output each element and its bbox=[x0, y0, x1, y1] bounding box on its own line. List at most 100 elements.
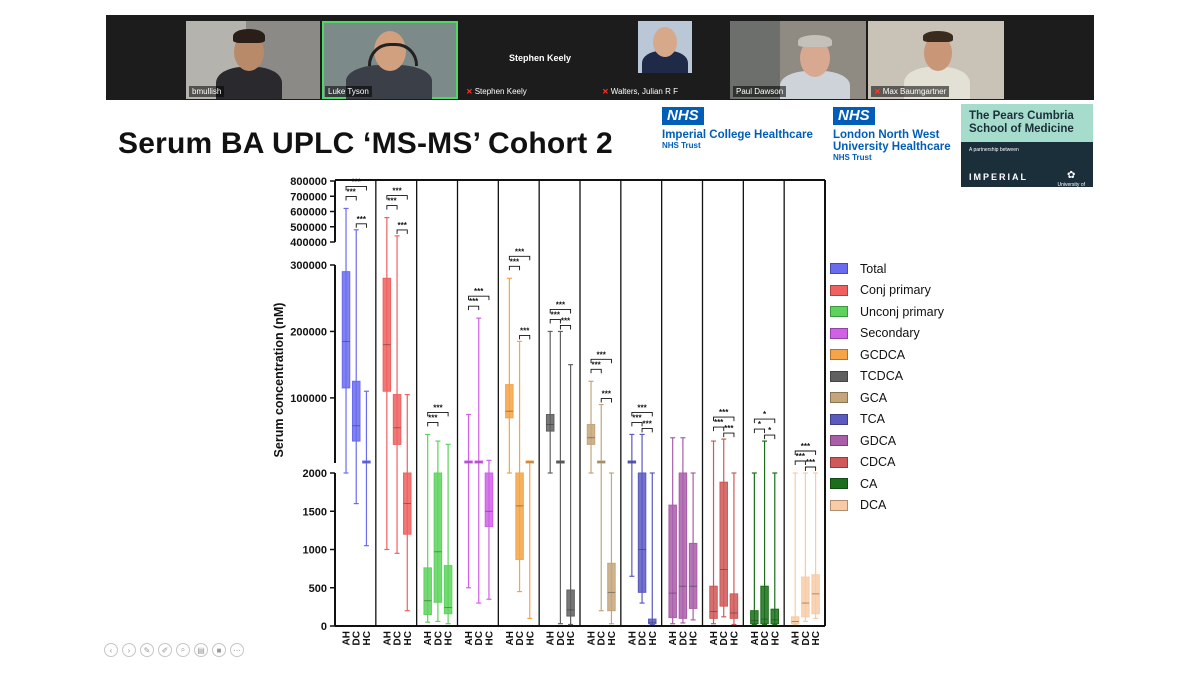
significance-bracket: *** bbox=[427, 403, 449, 417]
bracket-line bbox=[794, 460, 806, 465]
bracket-line bbox=[468, 305, 480, 311]
x-tick-label: AH bbox=[709, 631, 720, 645]
logo-line: University Healthcare bbox=[833, 141, 951, 153]
participant-tile-bmullish[interactable]: bmullish bbox=[186, 21, 320, 99]
legend-swatch bbox=[830, 349, 848, 361]
participant-name: bmullish bbox=[189, 86, 225, 97]
box-rect bbox=[801, 576, 810, 618]
y-tick-label: 600000 bbox=[290, 207, 327, 219]
significance-label: *** bbox=[474, 287, 484, 296]
box-total-dc bbox=[351, 229, 361, 505]
y-tick-label: 500000 bbox=[290, 222, 327, 234]
significance-label: *** bbox=[591, 360, 601, 369]
significance-label: *** bbox=[469, 297, 479, 306]
highlighter-icon[interactable]: ✐ bbox=[158, 643, 172, 657]
significance-label: *** bbox=[551, 310, 561, 319]
significance-label: *** bbox=[346, 187, 356, 196]
box-ca-dc bbox=[760, 440, 769, 626]
box-rect bbox=[545, 413, 555, 432]
significance-label: *** bbox=[796, 452, 806, 461]
legend-item-gcdca: GCDCA bbox=[830, 344, 944, 366]
pears-title-line: School of Medicine bbox=[969, 123, 1074, 135]
lnw-nhs-logo: NHS London North West University Healthc… bbox=[833, 107, 951, 163]
significance-bracket: * bbox=[753, 410, 776, 424]
logo-line: London North West bbox=[833, 129, 940, 141]
significance-bracket: *** bbox=[468, 287, 490, 301]
box-rect bbox=[637, 472, 647, 593]
bracket-line bbox=[794, 450, 817, 455]
participant-tile-walters[interactable]: ⨯ Walters, Julian R F bbox=[596, 21, 716, 99]
bracket-line bbox=[713, 416, 735, 422]
logo-trust: NHS Trust bbox=[662, 141, 701, 150]
bracket-line bbox=[355, 223, 367, 228]
x-tick-label: HC bbox=[484, 631, 495, 645]
legend-swatch bbox=[830, 284, 848, 296]
x-tick-label: DC bbox=[638, 631, 649, 645]
significance-label: *** bbox=[642, 419, 652, 428]
more-icon[interactable]: ⋯ bbox=[230, 643, 244, 657]
pen-icon[interactable]: ✎ bbox=[140, 643, 154, 657]
participant-tile-stephen-keely[interactable]: Stephen Keely ⨯ Stephen Keely bbox=[460, 21, 620, 99]
significance-bracket: *** bbox=[590, 360, 602, 374]
box-rect bbox=[341, 271, 351, 389]
box-ca-ah bbox=[750, 472, 759, 626]
x-tick-label: DC bbox=[393, 631, 404, 645]
significance-bracket: *** bbox=[600, 390, 612, 403]
zoom-icon[interactable]: ⌕ bbox=[176, 643, 190, 657]
bracket-line bbox=[427, 421, 439, 427]
significance-bracket: *** bbox=[723, 424, 734, 438]
slides-icon[interactable]: ▤ bbox=[194, 643, 208, 657]
significance-label: *** bbox=[433, 403, 443, 412]
x-tick-label: AH bbox=[587, 631, 598, 645]
bracket-line bbox=[753, 418, 776, 424]
participant-strip: bmullish Luke Tyson Stephen Keely ⨯ Steph… bbox=[106, 15, 1094, 100]
participant-tile-max-baumgartner[interactable]: ⨯ Max Baumgartner bbox=[868, 21, 1004, 99]
x-tick-label: HC bbox=[689, 631, 700, 645]
x-tick-label: AH bbox=[791, 631, 802, 645]
bracket-line bbox=[386, 205, 398, 210]
legend-item-secondary: Secondary bbox=[830, 323, 944, 345]
camera-icon[interactable]: ■ bbox=[212, 643, 226, 657]
significance-label: *** bbox=[352, 177, 362, 186]
bracket-line bbox=[345, 186, 367, 191]
box-rect bbox=[505, 384, 514, 419]
significance-label: *** bbox=[428, 413, 438, 422]
nav-forward-icon[interactable]: › bbox=[122, 643, 136, 657]
pears-title: The Pears Cumbria School of Medicine bbox=[961, 104, 1093, 142]
legend-swatch bbox=[830, 499, 848, 511]
x-tick-label: DC bbox=[719, 631, 730, 645]
participant-name: ⨯ Stephen Keely bbox=[466, 87, 527, 96]
box-dca-hc bbox=[811, 472, 820, 619]
person-body bbox=[216, 67, 282, 99]
muted-mic-icon: ⨯ bbox=[466, 87, 473, 96]
x-tick-label: DC bbox=[760, 631, 771, 645]
participant-name: Luke Tyson bbox=[325, 86, 372, 97]
significance-bracket: *** bbox=[631, 413, 643, 427]
legend-label: Total bbox=[860, 261, 887, 276]
box-conj-primary-hc bbox=[403, 393, 412, 612]
significance-label: *** bbox=[806, 458, 816, 467]
bracket-line bbox=[753, 428, 766, 434]
participant-tile-luke-tyson[interactable]: Luke Tyson bbox=[322, 21, 458, 99]
participant-center-label: Stephen Keely bbox=[508, 53, 572, 63]
significance-label: *** bbox=[561, 316, 571, 325]
box-tca-dc bbox=[637, 433, 647, 604]
significance-label: *** bbox=[597, 350, 607, 359]
box-secondary-ah bbox=[464, 413, 473, 589]
nav-back-icon[interactable]: ‹ bbox=[104, 643, 118, 657]
x-tick-label: HC bbox=[362, 631, 373, 645]
box-rect bbox=[790, 616, 800, 625]
participant-tile-paul-dawson[interactable]: Paul Dawson bbox=[730, 21, 866, 99]
box-rect bbox=[351, 380, 361, 442]
legend-swatch bbox=[830, 327, 848, 339]
box-rect bbox=[392, 394, 402, 445]
significance-bracket: *** bbox=[508, 247, 531, 261]
bracket-line bbox=[590, 358, 612, 364]
legend-label: GCA bbox=[860, 390, 888, 405]
box-rect bbox=[484, 472, 494, 528]
box-cdca-dc bbox=[719, 438, 728, 618]
box-rect bbox=[515, 472, 524, 560]
box-rect bbox=[688, 542, 698, 609]
bracket-line bbox=[804, 466, 817, 471]
box-rect bbox=[729, 593, 739, 619]
